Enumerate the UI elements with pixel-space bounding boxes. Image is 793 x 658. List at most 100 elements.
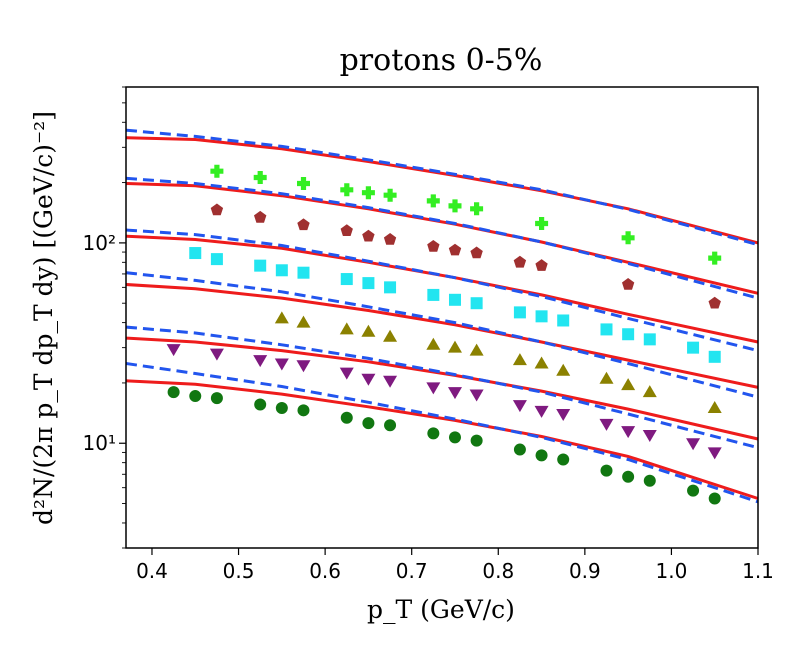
data-point-circle-5-0 [167,386,180,399]
data-point-circle-5-4 [275,401,288,414]
solid-curve-0 [125,136,759,245]
data-point-pentagon-1-5 [383,233,397,245]
data-point-circle-5-17 [643,474,656,487]
data-point-square-2-4 [297,266,310,279]
dashed-curve-11 [125,362,759,504]
data-point-plus-0-10 [621,231,635,245]
data-point-plus-0-11 [708,251,722,265]
data-point-triangle-up-3-14 [707,400,722,413]
solid-curve-6 [125,283,759,389]
solid-curve-4 [125,234,759,344]
data-point-plus-0-4 [361,186,375,200]
solid-curve-10 [125,379,759,500]
data-point-circle-5-7 [362,417,375,430]
x-tick-label-4: 0.8 [482,559,514,583]
data-point-circle-5-14 [557,453,570,466]
data-point-square-2-7 [384,281,397,294]
data-point-square-2-15 [622,328,635,341]
data-point-triangle-up-3-1 [296,315,311,328]
data-point-triangle-up-3-4 [383,329,398,342]
data-point-triangle-down-4-9 [447,387,462,400]
data-point-square-2-0 [189,247,202,260]
data-point-pentagon-1-12 [708,296,721,309]
dashed-curve-7 [125,271,759,399]
data-point-pentagon-1-2 [297,218,310,231]
data-point-pentagon-1-6 [427,240,440,252]
data-point-circle-5-10 [448,431,461,444]
data-point-triangle-down-4-0 [166,344,181,357]
data-point-triangle-down-4-3 [274,358,289,371]
data-point-triangle-down-4-6 [361,373,376,386]
dashed-curve-1 [125,128,759,247]
data-point-triangle-down-4-8 [426,382,441,395]
data-point-triangle-up-3-6 [447,340,462,353]
data-point-pentagon-1-0 [210,203,224,216]
data-point-square-2-6 [362,277,375,290]
data-point-triangle-up-3-2 [339,322,354,335]
plot-frame [125,86,759,549]
data-point-triangle-up-3-8 [512,353,527,366]
data-point-triangle-up-3-0 [274,311,289,324]
data-point-triangle-up-3-11 [599,371,614,384]
data-point-square-2-17 [687,341,700,354]
data-point-triangle-up-3-3 [361,324,376,337]
data-point-pentagon-1-9 [513,255,527,268]
data-point-square-2-14 [600,323,613,336]
data-point-triangle-down-4-13 [556,408,571,421]
data-point-plus-0-1 [253,171,267,184]
data-point-pentagon-1-8 [470,246,483,259]
data-point-triangle-down-4-4 [296,360,311,373]
data-point-square-2-9 [448,293,461,306]
data-point-square-2-10 [470,297,483,310]
data-point-circle-5-16 [622,470,635,483]
data-point-triangle-up-3-10 [556,363,571,376]
data-point-circle-5-3 [254,398,267,411]
data-point-square-2-12 [535,310,548,323]
data-point-triangle-up-3-9 [534,356,549,369]
data-point-triangle-down-4-15 [621,426,636,439]
data-point-plus-0-6 [426,194,440,208]
data-point-triangle-up-3-5 [426,337,441,350]
y-axis-ticks: 10¹ 10² [83,86,126,549]
x-tick-label-6: 1.0 [656,559,688,583]
data-point-square-2-18 [708,350,721,363]
dashed-curve-3 [125,176,759,300]
x-tick-label-5: 0.9 [569,559,601,583]
data-point-square-2-1 [210,253,223,266]
data-point-square-2-8 [427,288,440,301]
chart-title: protons 0-5% [340,43,543,78]
data-point-plus-0-9 [535,217,549,230]
data-point-plus-0-8 [470,202,484,216]
data-point-triangle-down-4-5 [339,367,354,380]
data-point-pentagon-1-10 [535,259,548,271]
x-axis-label: p_T (GeV/c) [367,595,515,624]
data-point-triangle-up-3-13 [642,385,657,398]
solid-curve-8 [125,336,759,441]
data-point-triangle-down-4-1 [209,348,224,361]
data-point-square-2-11 [513,306,526,319]
x-tick-label-1: 0.5 [223,559,255,583]
data-point-circle-5-2 [210,392,223,405]
data-point-triangle-down-4-16 [642,429,657,442]
data-point-square-2-13 [557,314,570,327]
data-point-triangle-down-4-12 [534,405,549,418]
x-tick-label-2: 0.6 [309,559,341,583]
data-point-plus-0-0 [210,164,224,178]
data-point-plus-0-2 [297,177,310,190]
data-point-triangle-down-4-14 [599,418,614,431]
data-point-triangle-down-4-17 [686,438,701,451]
data-point-circle-5-9 [427,427,440,440]
data-point-plus-0-7 [448,199,462,213]
data-point-circle-5-19 [708,492,721,505]
data-point-square-2-16 [643,333,656,346]
data-point-pentagon-1-3 [340,224,353,236]
x-axis-ticks: 0.4 0.5 0.6 0.7 0.8 0.9 1.0 1.1 [136,548,774,583]
data-point-pentagon-1-1 [254,210,267,223]
data-point-square-2-2 [254,259,267,272]
data-point-circle-5-12 [513,443,526,456]
data-point-plus-0-3 [340,183,354,197]
data-point-triangle-down-4-11 [512,400,527,413]
data-point-triangle-up-3-12 [621,378,636,391]
data-point-pentagon-1-4 [362,229,375,242]
